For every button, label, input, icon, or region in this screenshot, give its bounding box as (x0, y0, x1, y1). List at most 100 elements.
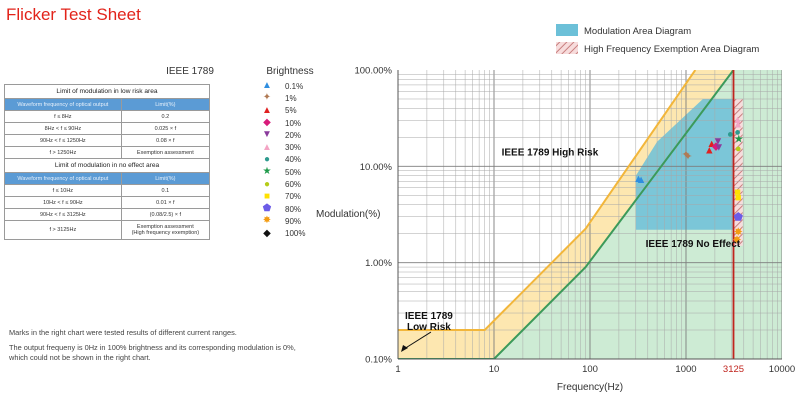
legend-marker-icon: ● (263, 153, 271, 165)
low-risk-arrow-head (401, 345, 408, 352)
brightness-legend-title: Brightness (266, 66, 314, 77)
x-axis-label: Frequency(Hz) (557, 382, 623, 393)
data-point: ▲ (704, 144, 715, 156)
low-risk-arrow (403, 331, 432, 350)
data-point: ● (734, 126, 741, 138)
x-tick-label: 3125 (723, 364, 744, 375)
legend-marker-icon: ▲ (262, 141, 272, 153)
y-axis-label: Modulation(%) (316, 209, 380, 220)
legend-marker-icon: ◆ (263, 227, 271, 239)
legend-marker-icon: ▼ (262, 129, 272, 141)
data-point: ★ (734, 133, 744, 145)
legend-marker-icon: ● (263, 178, 271, 190)
note-text: The output frequeny is 0Hz in 100% brigh… (9, 343, 296, 362)
legend-marker-icon: ⬟ (262, 203, 272, 215)
standard-label: IEEE 1789 (166, 66, 214, 77)
legend-marker-icon: ✸ (262, 215, 272, 227)
chart-legend-label: Modulation Area Diagram (584, 26, 691, 37)
legend-label: 5% (285, 106, 297, 116)
note-text: Marks in the right chart were tested res… (9, 328, 237, 337)
legend-label: 70% (285, 192, 302, 202)
region-label: Low Risk (407, 322, 451, 333)
data-point: ▲ (636, 174, 647, 186)
x-tick-label: 10000 (769, 364, 795, 375)
table-cell: Exemption assessment (High frequency exe… (120, 220, 211, 240)
chart-legend-swatch (556, 42, 578, 54)
data-point: ▼ (712, 136, 723, 148)
legend-item: ■ 70% (255, 191, 325, 203)
legend-item: ● 40% (255, 154, 325, 166)
limits-table: Limit of modulation in low risk area Wav… (4, 84, 211, 240)
y-tick-label: 0.10% (365, 355, 392, 366)
notes: Marks in the right chart were tested res… (9, 328, 309, 368)
legend-item: ● 60% (255, 178, 325, 190)
legend-marker-icon: ▲ (262, 104, 272, 116)
no-effect-heading: Limit of modulation in no effect area (4, 158, 210, 173)
data-point: ✦ (681, 149, 690, 161)
legend-item: ★ 50% (255, 166, 325, 178)
legend-item: ⬟ 80% (255, 203, 325, 215)
exemption-area (733, 99, 743, 246)
data-point: ◆ (712, 140, 721, 152)
data-point: ▲ (733, 118, 744, 130)
data-point: ▼ (713, 142, 724, 154)
legend-label: 80% (285, 204, 302, 214)
chart-legend-swatch (556, 24, 578, 36)
column-header: Limit(%) (120, 98, 211, 111)
column-header: Waveform frequency of optical output (4, 172, 122, 185)
data-point: ■ (735, 192, 742, 204)
data-point: ⬟ (733, 212, 743, 224)
legend-item: ✦ 1% (255, 92, 325, 104)
legend-item: ◆ 100% (255, 228, 325, 240)
x-tick-label: 1000 (675, 364, 696, 375)
x-tick-label: 100 (582, 364, 598, 375)
data-point: ✸ (734, 227, 743, 239)
modulation-area (635, 99, 734, 230)
y-tick-label: 100.00% (354, 66, 392, 77)
data-point: ✸ (732, 234, 741, 246)
data-point: ■ (734, 186, 741, 198)
legend-item: ▲ 5% (255, 105, 325, 117)
legend-label: 90% (285, 216, 302, 226)
chart-legend-label: High Frequency Exemption Area Diagram (584, 44, 759, 55)
x-tick-label: 10 (489, 364, 500, 375)
legend-item: ▲ 0.1% (255, 80, 325, 92)
brightness-legend-items: ▲ 0.1% ✦ 1% ▲ 5% ◆ 10% ▼ 20% ▲ 30% ● 40% ★ 50% ● 60% ■ 70% ⬟… (255, 80, 325, 240)
region-label: IEEE 1789 (405, 311, 453, 322)
brightness-legend: Brightness ▲ 0.1% ✦ 1% ▲ 5% ◆ 10% ▼ 20% ▲ 30% ● 40% ★ 5… (255, 66, 325, 240)
legend-marker-icon: ✦ (262, 92, 272, 104)
legend-marker-icon: ■ (263, 190, 271, 202)
data-point: ✦ (683, 151, 692, 163)
legend-item: ◆ 10% (255, 117, 325, 129)
legend-item: ✸ 90% (255, 215, 325, 227)
data-point: ● (735, 143, 742, 155)
y-tick-label: 1.00% (365, 258, 392, 269)
y-tick-label: 10.00% (360, 162, 393, 173)
region-label: IEEE 1789 High Risk (502, 147, 599, 158)
data-point: ▲ (706, 138, 717, 150)
legend-label: 1% (285, 93, 297, 103)
low-risk-limit-line (398, 70, 697, 331)
column-header: Waveform frequency of optical output (4, 98, 122, 111)
data-point: ● (727, 128, 734, 140)
legend-label: 60% (285, 180, 302, 190)
legend-label: 30% (285, 143, 302, 153)
legend-label: 20% (285, 130, 302, 140)
data-point: ▲ (633, 173, 644, 185)
legend-label: 40% (285, 155, 302, 165)
legend-marker-icon: ◆ (263, 117, 271, 129)
legend-label: 100% (285, 229, 306, 239)
legend-label: 10% (285, 118, 302, 128)
data-point: ▲ (732, 114, 743, 126)
no-effect-limit-line (398, 70, 735, 359)
legend-item: ▼ 20% (255, 129, 325, 141)
region-label: IEEE 1789 No Effect (646, 239, 741, 250)
legend-marker-icon: ▲ (262, 80, 272, 92)
legend-label: 0.1% (285, 81, 304, 91)
page-title: Flicker Test Sheet (6, 5, 141, 24)
legend-item: ▲ 30% (255, 141, 325, 153)
x-tick-label: 1 (395, 364, 400, 375)
legend-marker-icon: ★ (262, 166, 272, 178)
legend-label: 50% (285, 167, 302, 177)
